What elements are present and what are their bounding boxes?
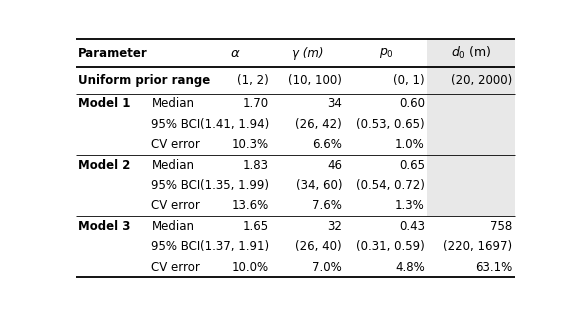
Text: (26, 42): (26, 42) [295, 118, 342, 131]
Text: γ (m): γ (m) [293, 47, 324, 59]
Text: (0.54, 0.72): (0.54, 0.72) [356, 179, 425, 192]
Text: Model 2: Model 2 [78, 159, 131, 172]
Bar [427, 155, 515, 175]
Text: (1.41, 1.94): (1.41, 1.94) [200, 118, 269, 131]
Text: 13.6%: 13.6% [232, 199, 269, 213]
Text: 46: 46 [327, 159, 342, 172]
Text: 32: 32 [327, 220, 342, 233]
Text: (20, 2000): (20, 2000) [451, 74, 512, 87]
Text: Median: Median [151, 97, 195, 110]
Text: 1.65: 1.65 [242, 220, 269, 233]
Text: CV error: CV error [151, 261, 200, 274]
Text: (0.31, 0.59): (0.31, 0.59) [356, 240, 425, 253]
Text: 95% BCI: 95% BCI [151, 118, 200, 131]
Text: 63.1%: 63.1% [475, 261, 512, 274]
Text: $\mathit{p}_0$: $\mathit{p}_0$ [378, 46, 393, 60]
Bar [427, 175, 515, 196]
Text: 34: 34 [327, 97, 342, 110]
Text: 1.83: 1.83 [243, 159, 269, 172]
Text: α: α [230, 47, 240, 59]
Text: (34, 60): (34, 60) [295, 179, 342, 192]
Text: 4.8%: 4.8% [395, 261, 425, 274]
Text: (0, 1): (0, 1) [393, 74, 425, 87]
Text: $\mathit{d}_0$ (m): $\mathit{d}_0$ (m) [451, 45, 491, 61]
Text: (220, 1697): (220, 1697) [443, 240, 512, 253]
Bar [427, 94, 515, 114]
Bar [427, 196, 515, 216]
Text: CV error: CV error [151, 199, 200, 213]
Text: 95% BCI: 95% BCI [151, 179, 200, 192]
Text: (1.35, 1.99): (1.35, 1.99) [200, 179, 269, 192]
Text: (1.37, 1.91): (1.37, 1.91) [200, 240, 269, 253]
Bar [427, 114, 515, 134]
Bar [427, 67, 515, 94]
Text: 0.65: 0.65 [399, 159, 425, 172]
Text: 7.6%: 7.6% [312, 199, 342, 213]
Text: 1.70: 1.70 [242, 97, 269, 110]
Text: 1.0%: 1.0% [395, 138, 425, 151]
Text: 758: 758 [490, 220, 512, 233]
Text: 6.6%: 6.6% [312, 138, 342, 151]
Text: 95% BCI: 95% BCI [151, 240, 200, 253]
Text: (0.53, 0.65): (0.53, 0.65) [356, 118, 425, 131]
Text: (10, 100): (10, 100) [288, 74, 342, 87]
Text: Median: Median [151, 159, 195, 172]
Text: 1.3%: 1.3% [395, 199, 425, 213]
Text: 0.60: 0.60 [399, 97, 425, 110]
Text: Median: Median [151, 220, 195, 233]
Text: 0.43: 0.43 [399, 220, 425, 233]
Bar [427, 134, 515, 155]
Text: Model 3: Model 3 [78, 220, 131, 233]
Bar [427, 39, 515, 67]
Text: 7.0%: 7.0% [312, 261, 342, 274]
Text: 10.0%: 10.0% [232, 261, 269, 274]
Text: (26, 40): (26, 40) [295, 240, 342, 253]
Text: 10.3%: 10.3% [232, 138, 269, 151]
Text: (1, 2): (1, 2) [237, 74, 269, 87]
Text: Uniform prior range: Uniform prior range [78, 74, 210, 87]
Text: Parameter: Parameter [78, 47, 148, 59]
Text: Model 1: Model 1 [78, 97, 131, 110]
Text: CV error: CV error [151, 138, 200, 151]
